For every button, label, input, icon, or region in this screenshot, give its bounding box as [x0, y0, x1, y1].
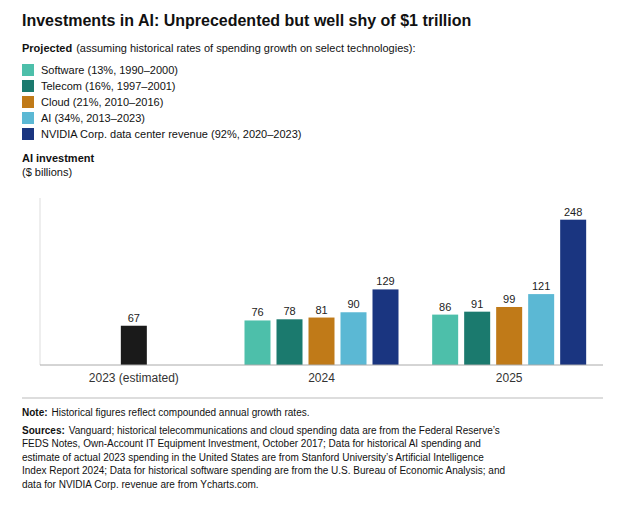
data-label: 67 — [128, 312, 140, 324]
data-label: 129 — [376, 275, 394, 287]
chart: Investments in AI: Unprecedented but wel… — [0, 0, 625, 520]
note: Sources: Vanguard; historical telecommuni… — [22, 425, 500, 436]
legend-swatch — [22, 64, 34, 76]
x-tick-label: 2024 — [308, 371, 335, 385]
bar — [341, 312, 367, 365]
note: data for NVIDIA Corp. revenue are from Y… — [22, 479, 259, 490]
data-labels: 67 76 78 81 90 129 86 91 99 121 248 — [128, 206, 583, 324]
legend-title-bold: Projected — [22, 42, 72, 54]
legend-label: Cloud (21%, 2010–2016) — [41, 96, 163, 108]
data-label: 78 — [283, 305, 295, 317]
legend-swatch — [22, 128, 34, 140]
bar — [373, 289, 399, 365]
data-label: 248 — [564, 206, 582, 218]
bar — [245, 320, 271, 365]
legend-title-text: (assuming historical rates of spending g… — [76, 42, 415, 54]
x-tick-label: 2025 — [496, 371, 523, 385]
y-axis-line — [40, 198, 41, 365]
data-label: 86 — [439, 301, 451, 313]
bar — [464, 312, 490, 365]
note-bold: Sources: — [22, 425, 65, 436]
note: Index Report 2024; Data for historical s… — [22, 465, 505, 476]
data-label: 90 — [347, 298, 359, 310]
legend-swatch — [22, 80, 34, 92]
note-text: Vanguard; historical telecommunications … — [69, 425, 500, 436]
data-label: 91 — [471, 298, 483, 310]
background — [0, 0, 625, 520]
note-bold: Note: — [22, 407, 48, 418]
legend-label: Telecom (16%, 1997–2001) — [41, 80, 176, 92]
bar — [496, 307, 522, 365]
legend-label: AI (34%, 2013–2023) — [41, 112, 145, 124]
legend-swatch — [22, 96, 34, 108]
data-label: 81 — [315, 304, 327, 316]
bar — [121, 326, 147, 365]
bar — [309, 318, 335, 365]
x-tick-label: 2023 (estimated) — [89, 371, 179, 385]
legend-label: Software (13%, 1990–2000) — [41, 64, 178, 76]
y-axis-label: ($ billions) — [22, 166, 72, 178]
x-axis-line — [40, 365, 603, 366]
separator — [22, 398, 603, 399]
bars — [121, 220, 586, 365]
bar — [432, 315, 458, 365]
note: Note: Historical figures reflect compound… — [22, 407, 309, 418]
y-axis-label: AI investment — [22, 152, 94, 164]
data-label: 76 — [251, 306, 263, 318]
note: FEDS Notes, Own-Account IT Equipment Inv… — [22, 438, 481, 449]
legend-label: NVIDIA Corp. data center revenue (92%, 2… — [41, 128, 302, 140]
data-label: 99 — [503, 293, 515, 305]
legend: Projected (assuming historical rates of s… — [22, 42, 416, 140]
title: Investments in AI: Unprecedented but wel… — [22, 12, 471, 29]
data-label: 121 — [532, 280, 550, 292]
bar — [277, 319, 303, 365]
note: estimate of actual 2023 spending in the … — [22, 452, 484, 463]
bar — [528, 294, 554, 365]
note-text: Historical figures reflect compounded an… — [52, 407, 310, 418]
legend-swatch — [22, 112, 34, 124]
legend-title: Projected (assuming historical rates of s… — [22, 42, 416, 54]
bar — [560, 220, 586, 365]
